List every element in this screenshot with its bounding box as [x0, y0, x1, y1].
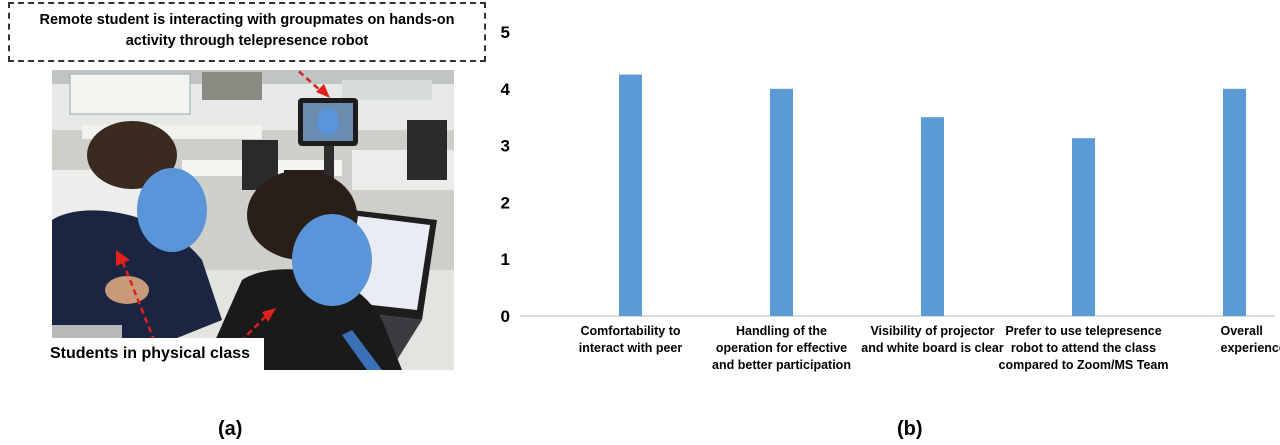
panel-a-label: (a): [218, 418, 243, 440]
classroom-photo-image: [52, 70, 454, 370]
y-tick-label: 4: [501, 80, 511, 99]
classroom-photo: [52, 70, 454, 370]
bar: [1072, 138, 1095, 316]
category-label: Comfortability to interact with peer: [579, 324, 683, 355]
y-axis-ticks: 0 1 2 3 4 5: [501, 23, 511, 326]
category-labels: Comfortability to interact with peer Handl…: [579, 324, 1280, 372]
bar: [770, 88, 793, 316]
y-tick-label: 5: [501, 23, 510, 42]
photo-callout: Remote student is interacting with group…: [8, 2, 486, 62]
y-tick-label: 0: [501, 307, 510, 326]
y-tick-label: 3: [501, 137, 510, 156]
y-tick-label: 1: [501, 250, 510, 269]
bar-chart: 0 1 2 3 4 5 Comfortability to interact with pe…: [501, 23, 1280, 372]
panel-b-label: (b): [897, 418, 923, 440]
category-label: Handling of the operation for effective an…: [712, 324, 851, 372]
bar: [1223, 88, 1246, 316]
category-label: Prefer to use telepresence robot to atten…: [999, 324, 1169, 372]
bar: [921, 117, 944, 316]
category-label: Visibility of projector and white board i…: [861, 324, 1004, 355]
category-label: Overall experience: [1221, 324, 1280, 355]
bars: [619, 74, 1246, 316]
callout-line-2: activity through telepresence robot: [125, 33, 369, 49]
students-label: Students in physical class: [36, 338, 264, 370]
callout-line-1: Remote student is interacting with group…: [39, 12, 455, 28]
y-tick-label: 2: [501, 193, 510, 212]
bar: [619, 74, 642, 316]
